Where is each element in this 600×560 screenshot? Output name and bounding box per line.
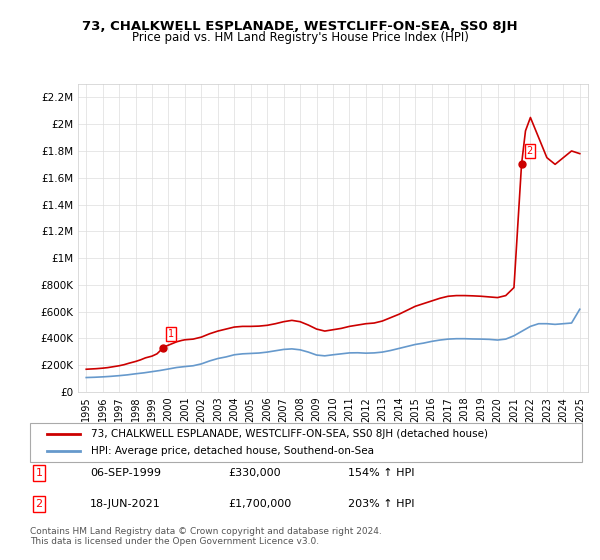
Text: 203% ↑ HPI: 203% ↑ HPI (348, 499, 415, 509)
Text: 73, CHALKWELL ESPLANADE, WESTCLIFF-ON-SEA, SS0 8JH (detached house): 73, CHALKWELL ESPLANADE, WESTCLIFF-ON-SE… (91, 429, 488, 439)
Text: 2: 2 (35, 499, 43, 509)
Text: Price paid vs. HM Land Registry's House Price Index (HPI): Price paid vs. HM Land Registry's House … (131, 31, 469, 44)
Text: 2: 2 (526, 146, 533, 156)
Text: £330,000: £330,000 (228, 468, 281, 478)
Text: 18-JUN-2021: 18-JUN-2021 (90, 499, 161, 509)
Text: 73, CHALKWELL ESPLANADE, WESTCLIFF-ON-SEA, SS0 8JH: 73, CHALKWELL ESPLANADE, WESTCLIFF-ON-SE… (82, 20, 518, 32)
Text: 1: 1 (35, 468, 43, 478)
Text: £1,700,000: £1,700,000 (228, 499, 291, 509)
Text: 06-SEP-1999: 06-SEP-1999 (90, 468, 161, 478)
Text: HPI: Average price, detached house, Southend-on-Sea: HPI: Average price, detached house, Sout… (91, 446, 374, 456)
Text: Contains HM Land Registry data © Crown copyright and database right 2024.
This d: Contains HM Land Registry data © Crown c… (30, 526, 382, 546)
Text: 1: 1 (168, 329, 174, 339)
FancyBboxPatch shape (30, 423, 582, 462)
Text: 154% ↑ HPI: 154% ↑ HPI (348, 468, 415, 478)
